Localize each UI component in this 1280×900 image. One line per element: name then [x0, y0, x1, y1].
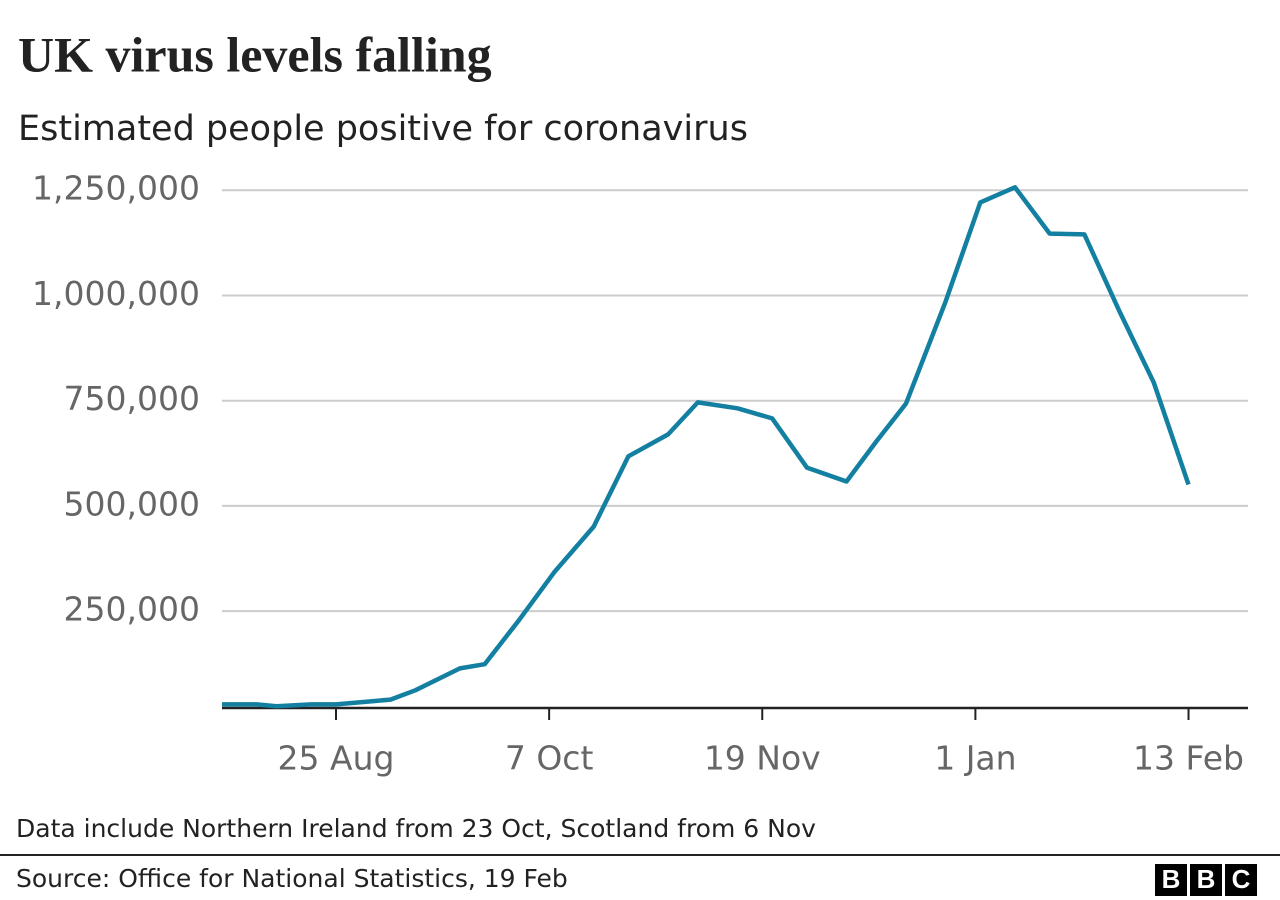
x-tick-label: 7 Oct: [505, 739, 594, 778]
x-tick-label: 25 Aug: [278, 739, 395, 778]
logo-box: [1225, 864, 1257, 896]
y-tick-label: 250,000: [64, 590, 200, 629]
logo-box: [1190, 864, 1222, 896]
y-tick-label: 1,250,000: [32, 169, 200, 208]
chart-subtitle: Estimated people positive for coronaviru…: [18, 109, 748, 149]
y-tick-label: 750,000: [64, 379, 200, 418]
logo-letter: B: [1197, 864, 1216, 894]
x-tick-label: 19 Nov: [704, 739, 821, 778]
logo-letter: B: [1162, 864, 1181, 894]
x-tick-label: 13 Feb: [1133, 739, 1244, 778]
y-tick-label: 500,000: [64, 484, 200, 523]
chart-title: UK virus levels falling: [18, 26, 492, 82]
note: Data include Northern Ireland from 23 Oc…: [16, 814, 816, 843]
x-tick-label: 1 Jan: [934, 739, 1016, 778]
y-tick-label: 1,000,000: [32, 274, 200, 313]
logo-box: [1155, 864, 1187, 896]
data-line: [222, 185, 1191, 709]
logo-letter: C: [1232, 864, 1251, 894]
source: Source: Office for National Statistics, …: [16, 864, 568, 893]
